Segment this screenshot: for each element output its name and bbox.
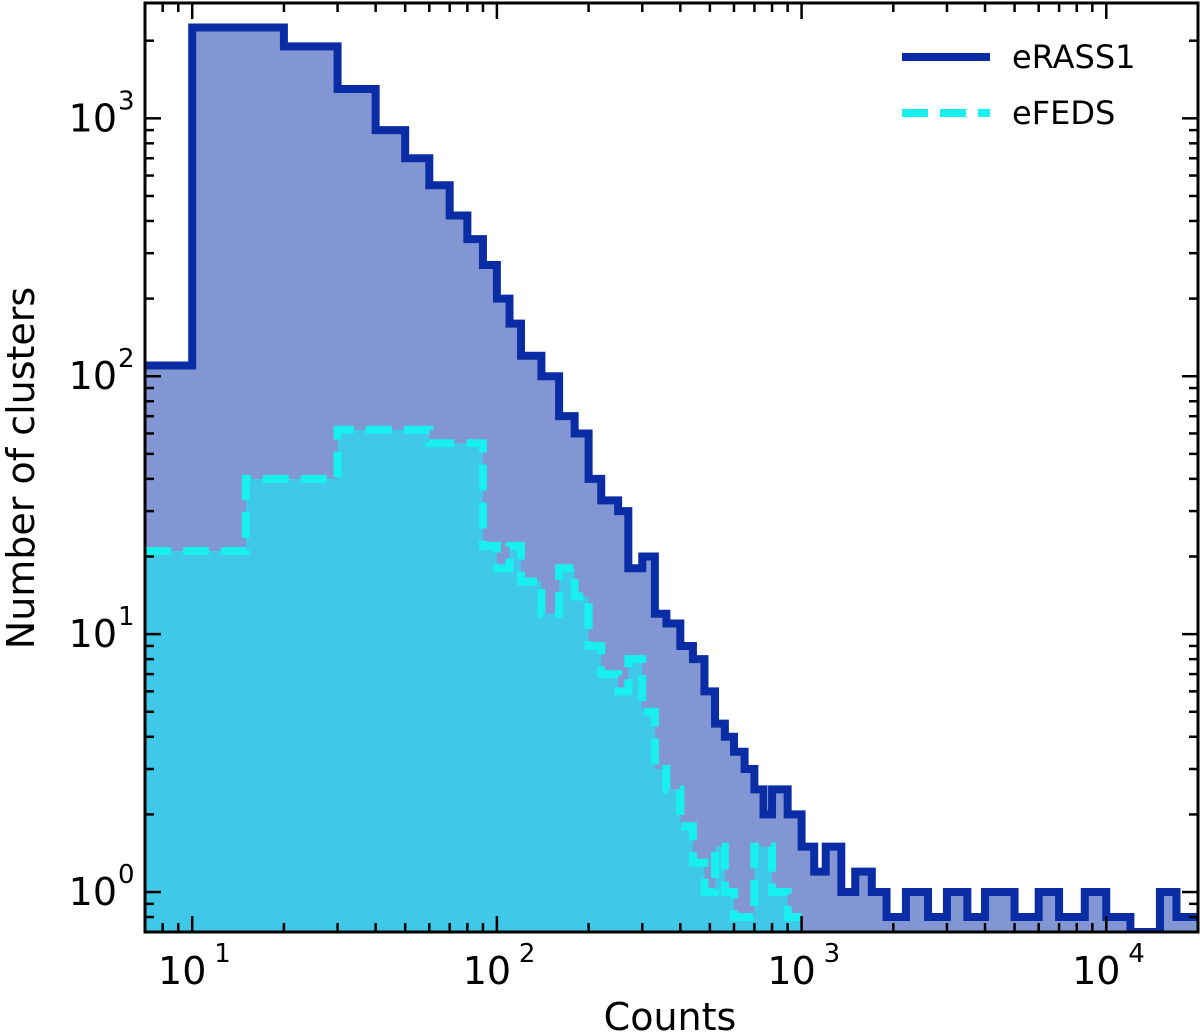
plot-area [145, 23, 1198, 932]
y-tick-exponent: 0 [118, 860, 135, 890]
y-tick-exponent: 1 [118, 602, 135, 632]
x-tick-label: 10 [463, 949, 511, 993]
x-tick-label: 10 [767, 949, 815, 993]
y-tick-exponent: 2 [118, 344, 135, 374]
legend-label-0: eRASS1 [1012, 38, 1136, 76]
y-axis-label: Number of clusters [0, 287, 43, 649]
legend-label-1: eFEDS [1012, 94, 1115, 132]
x-tick-exponent: 4 [1128, 939, 1145, 969]
series-line-1 [145, 425, 802, 922]
y-tick-label: 10 [69, 354, 117, 398]
x-tick-label: 10 [158, 949, 206, 993]
y-tick-label: 10 [69, 96, 117, 140]
series-line-0 [145, 23, 1198, 932]
plot-frame [143, 1, 1200, 934]
axes: 10 1 10 2 10 3 10 410 010 110 210 3 [69, 1, 1200, 993]
series-fill-1 [145, 429, 802, 932]
x-tick-exponent: 1 [214, 939, 231, 969]
x-tick-label: 10 [1072, 949, 1120, 993]
x-axis-label: Counts [604, 995, 737, 1035]
legend: eRASS1 eFEDS [902, 38, 1136, 132]
y-tick-label: 10 [69, 612, 117, 656]
x-tick-exponent: 3 [824, 939, 841, 969]
y-tick-exponent: 3 [118, 86, 135, 116]
y-tick-label: 10 [69, 870, 117, 914]
x-tick-exponent: 2 [519, 939, 536, 969]
